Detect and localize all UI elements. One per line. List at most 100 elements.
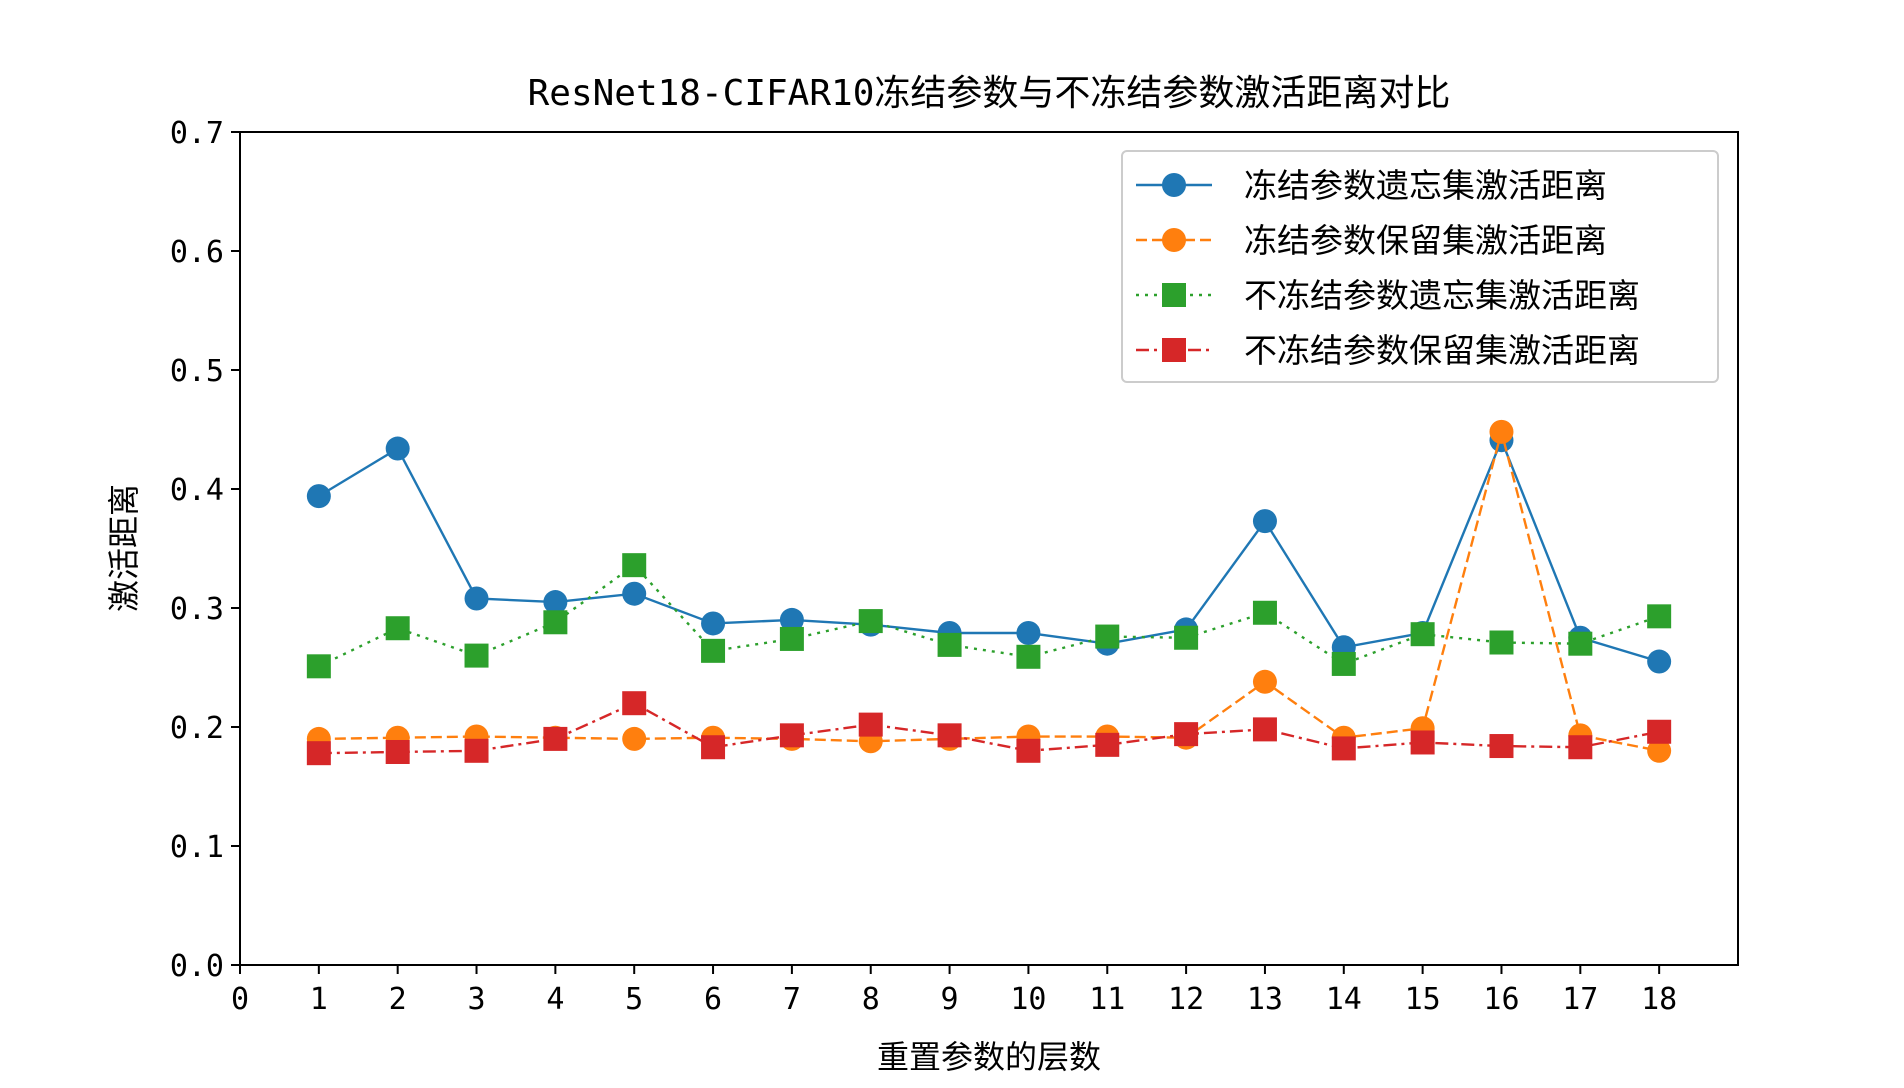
x-tick-label: 9: [941, 982, 959, 1017]
y-tick-label: 0.0: [170, 949, 224, 984]
data-point: [779, 607, 804, 632]
legend-entry: 冻结参数保留集激活距离: [1136, 221, 1607, 260]
data-point: [1489, 630, 1514, 655]
data-point: [1016, 620, 1041, 645]
data-point: [779, 626, 804, 651]
x-tick-label: 5: [625, 982, 643, 1017]
data-point: [1252, 600, 1277, 625]
legend-label: 冻结参数保留集激活距离: [1244, 221, 1607, 260]
legend-entry: 不冻结参数保留集激活距离: [1136, 331, 1640, 370]
data-point: [543, 610, 568, 635]
data-point: [937, 723, 962, 748]
data-point: [306, 484, 331, 509]
data-point: [543, 590, 568, 615]
data-point: [1647, 649, 1672, 674]
legend-entry: 冻结参数遗忘集激活距离: [1136, 166, 1607, 205]
data-point: [306, 654, 331, 679]
data-point: [1647, 738, 1672, 763]
data-point: [1252, 717, 1277, 742]
data-point: [622, 553, 647, 578]
x-tick-label: 11: [1089, 982, 1125, 1017]
x-tick-label: 16: [1483, 982, 1519, 1017]
legend-label: 不冻结参数遗忘集激活距离: [1244, 276, 1640, 315]
legend-marker: [1162, 283, 1186, 307]
x-axis: 0 1 2 3 4 5 6 7 8 9 10 11 12 13 14 15 16 17 18: [231, 965, 1677, 1017]
data-point: [1489, 734, 1514, 759]
y-tick-label: 0.6: [170, 235, 224, 270]
x-tick-label: 1: [310, 982, 328, 1017]
data-point: [622, 581, 647, 606]
x-tick-label: 3: [467, 982, 485, 1017]
data-point: [1095, 624, 1120, 649]
data-point: [385, 616, 410, 641]
x-tick-label: 2: [389, 982, 407, 1017]
series-line: [318, 437, 1660, 663]
data-point: [1647, 604, 1672, 629]
chart-title: ResNet18-CIFAR10冻结参数与不冻结参数激活距离对比: [528, 73, 1451, 114]
data-point: [306, 741, 331, 766]
data-point: [1647, 719, 1672, 744]
legend-marker: [1162, 228, 1186, 252]
data-point: [1174, 722, 1199, 747]
y-tick-label: 0.4: [170, 473, 224, 508]
data-point: [1016, 644, 1041, 669]
data-point: [1568, 631, 1593, 656]
y-axis: 0.0 0.1 0.2 0.3 0.4 0.5 0.6 0.7: [170, 116, 240, 984]
data-point: [1568, 735, 1593, 760]
data-point: [1489, 419, 1514, 444]
y-tick-label: 0.1: [170, 830, 224, 865]
data-point: [1095, 732, 1120, 757]
data-point: [1252, 509, 1277, 534]
series-line: [318, 427, 1660, 752]
legend-label: 不冻结参数保留集激活距离: [1244, 331, 1640, 370]
legend: 冻结参数遗忘集激活距离冻结参数保留集激活距离不冻结参数遗忘集激活距离不冻结参数保…: [1121, 150, 1719, 383]
data-point: [701, 735, 726, 760]
data-point: [937, 632, 962, 657]
x-tick-label: 6: [704, 982, 722, 1017]
series-4: [306, 691, 1672, 766]
axes-frame: [239, 131, 1739, 966]
y-tick-label: 0.2: [170, 711, 224, 746]
data-point: [1174, 625, 1199, 650]
data-point: [543, 726, 568, 751]
legend-marker: [1162, 173, 1186, 197]
x-tick-label: 12: [1168, 982, 1204, 1017]
data-point: [1016, 738, 1041, 763]
y-tick-label: 0.3: [170, 592, 224, 627]
y-tick-label: 0.5: [170, 354, 224, 389]
data-point: [464, 643, 489, 668]
data-point: [1252, 669, 1277, 694]
data-point: [1331, 736, 1356, 761]
x-tick-label: 0: [231, 982, 249, 1017]
data-point: [385, 739, 410, 764]
series-3: [306, 553, 1672, 679]
x-tick-label: 18: [1641, 982, 1677, 1017]
x-tick-label: 10: [1010, 982, 1046, 1017]
x-tick-label: 13: [1247, 982, 1283, 1017]
data-point: [858, 712, 883, 737]
legend-label: 冻结参数遗忘集激活距离: [1244, 166, 1607, 205]
data-point: [779, 723, 804, 748]
x-tick-label: 8: [862, 982, 880, 1017]
data-point: [1410, 622, 1435, 647]
data-point: [622, 691, 647, 716]
data-point: [464, 738, 489, 763]
data-point: [464, 586, 489, 611]
x-tick-label: 15: [1405, 982, 1441, 1017]
data-point: [1410, 730, 1435, 755]
data-point: [701, 611, 726, 636]
legend-entry: 不冻结参数遗忘集激活距离: [1136, 276, 1640, 315]
data-point: [858, 609, 883, 634]
data-point: [701, 638, 726, 663]
legend-box: [1121, 150, 1719, 383]
y-tick-label: 0.7: [170, 116, 224, 151]
x-tick-label: 17: [1562, 982, 1598, 1017]
data-point: [385, 436, 410, 461]
plot-area: [306, 419, 1672, 766]
x-tick-label: 4: [546, 982, 564, 1017]
data-point: [622, 726, 647, 751]
x-tick-label: 14: [1326, 982, 1362, 1017]
x-tick-label: 7: [783, 982, 801, 1017]
data-point: [1331, 651, 1356, 676]
